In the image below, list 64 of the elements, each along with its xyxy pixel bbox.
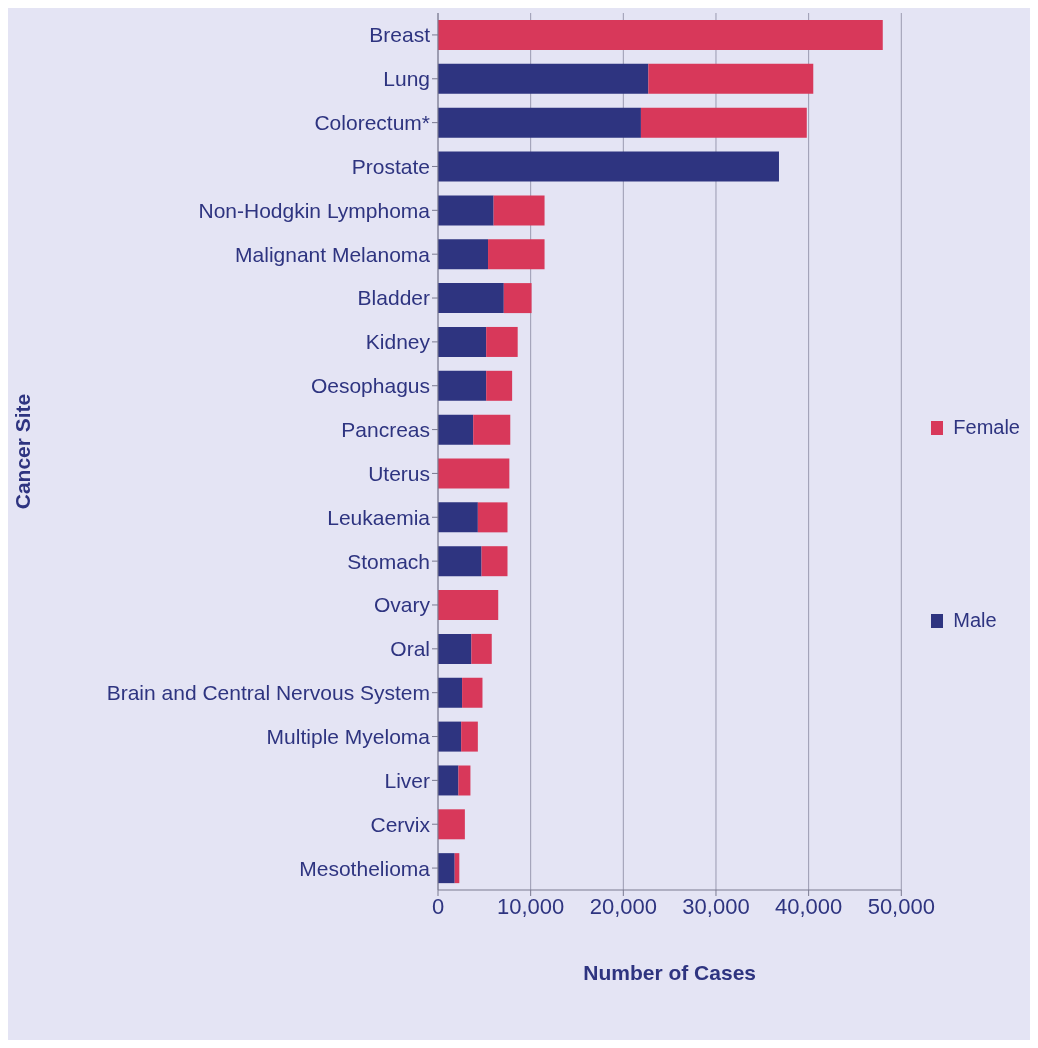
y-tick-label: Oesophagus — [310, 374, 430, 398]
y-tick-label: Kidney — [365, 330, 431, 354]
y-tick-label: Brain and Central Nervous System — [106, 681, 430, 705]
bar — [438, 239, 489, 270]
bar — [438, 502, 478, 533]
bar — [648, 63, 814, 94]
bar — [438, 283, 504, 314]
y-tick-label: Lung — [383, 67, 430, 91]
bar — [477, 502, 508, 533]
y-tick-label: Mesothelioma — [299, 856, 431, 880]
y-tick-label: Prostate — [351, 154, 430, 178]
bar — [473, 414, 511, 445]
bar — [438, 546, 482, 577]
x-tick-label: 20,000 — [589, 893, 657, 919]
y-tick-label: Breast — [369, 23, 431, 47]
bar — [438, 326, 487, 357]
bar — [640, 107, 807, 138]
bar — [438, 151, 779, 182]
y-tick-label: Leukaemia — [327, 505, 431, 529]
y-tick-label: Cervix — [370, 812, 431, 836]
legend-label: Male — [953, 609, 997, 632]
x-tick-label: 50,000 — [867, 893, 935, 919]
bar — [438, 370, 487, 401]
y-tick-label: Stomach — [347, 549, 430, 573]
y-tick-label: Malignant Melanoma — [235, 242, 431, 266]
bar — [458, 765, 471, 796]
y-tick-label: Liver — [384, 768, 430, 792]
bar — [438, 590, 499, 621]
y-tick-label: Colorectum* — [314, 111, 430, 135]
bar — [486, 326, 518, 357]
bar — [438, 677, 463, 708]
x-tick-label: 10,000 — [497, 893, 565, 919]
y-tick-label: Multiple Myeloma — [266, 724, 431, 748]
y-tick-label: Pancreas — [341, 418, 430, 442]
bar — [461, 721, 478, 752]
x-tick-label: 40,000 — [774, 893, 843, 919]
y-tick-label: Bladder — [357, 286, 430, 310]
bar — [438, 107, 641, 138]
bar — [471, 633, 492, 664]
bar — [503, 283, 532, 314]
y-tick-label: Ovary — [373, 593, 431, 617]
y-tick-label: Uterus — [368, 461, 430, 485]
x-tick-label: 0 — [431, 893, 445, 919]
bar — [462, 677, 483, 708]
y-tick-label: Oral — [390, 637, 430, 661]
bar — [438, 195, 494, 226]
bar — [438, 853, 455, 884]
bar — [438, 809, 465, 840]
bar — [438, 765, 459, 796]
bar — [486, 370, 513, 401]
bar — [488, 239, 545, 270]
bar — [493, 195, 545, 226]
x-axis-title: Number of Cases — [583, 961, 757, 984]
bar — [438, 63, 649, 94]
bar — [438, 633, 472, 664]
y-tick-label: Non-Hodgkin Lymphoma — [198, 198, 431, 222]
legend-label: Female — [953, 416, 1020, 439]
bar — [438, 721, 462, 752]
y-axis-title: Cancer Site — [11, 393, 35, 510]
bar — [438, 414, 474, 445]
bar — [481, 546, 508, 577]
x-tick-label: 30,000 — [682, 893, 750, 919]
bar — [438, 20, 883, 50]
bar — [438, 458, 510, 489]
